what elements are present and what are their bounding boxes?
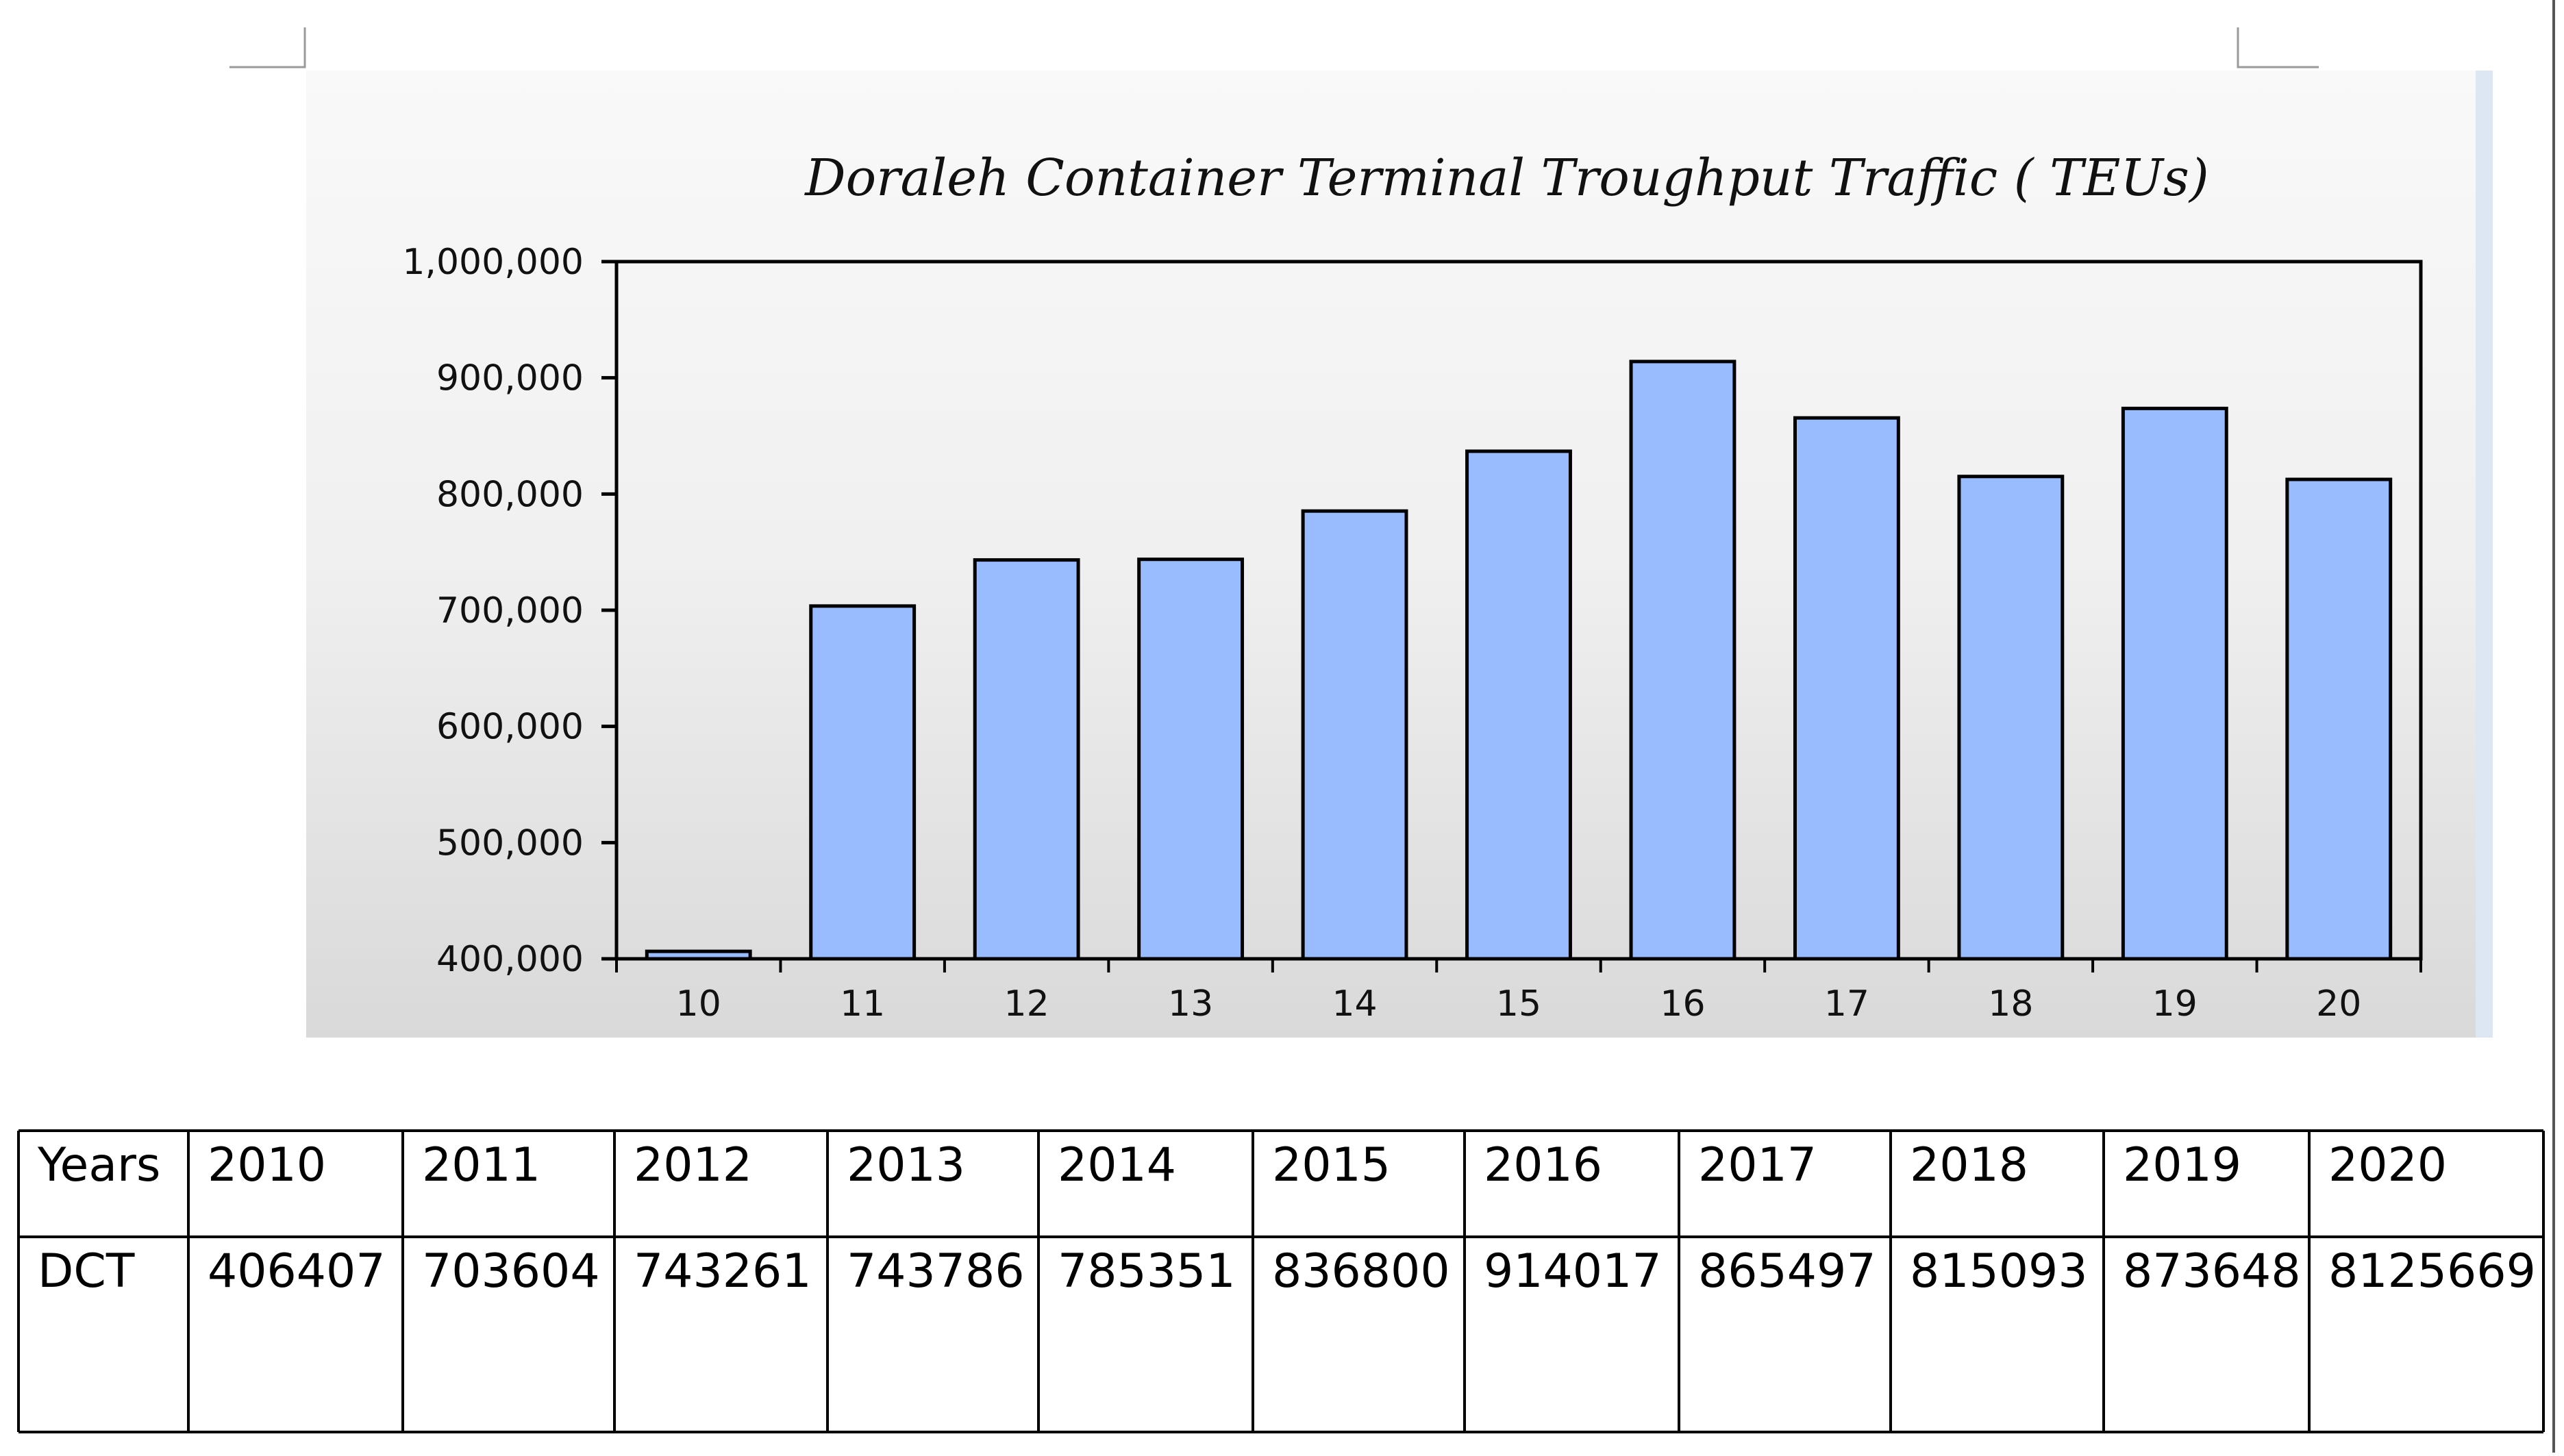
table-cell: 743786: [847, 1244, 1025, 1298]
x-tick-label: 10: [676, 983, 721, 1025]
y-tick-label: 500,000: [436, 823, 584, 864]
table-cell: 2011: [422, 1138, 540, 1192]
table-cell: 785351: [1058, 1244, 1236, 1298]
table-cell: 914017: [1484, 1244, 1662, 1298]
table-cell: 2014: [1058, 1138, 1176, 1192]
y-axis: 400,000 500,000 600,000 700,000 800,000 900,0…: [402, 242, 617, 980]
x-tick-label: 11: [840, 983, 885, 1025]
x-tick-label: 12: [1004, 983, 1049, 1025]
y-tick-label: 800,000: [436, 474, 584, 515]
table-cell: 2010: [208, 1138, 326, 1192]
y-tick-label: 700,000: [436, 590, 584, 631]
bar-11: [809, 604, 917, 961]
table-cell: Years: [37, 1138, 160, 1192]
table-cell: 703604: [422, 1244, 600, 1298]
x-tick-label: 20: [2316, 983, 2361, 1025]
plot-frame: [614, 260, 2423, 961]
table-cell: 2017: [1698, 1138, 1817, 1192]
table-cell: 2015: [1272, 1138, 1391, 1192]
table-cell: 2020: [2328, 1138, 2447, 1192]
bar-18: [1957, 475, 2065, 961]
table-cell: 873648: [2123, 1244, 2301, 1298]
bar-14: [1301, 509, 1408, 961]
bar-20: [2285, 477, 2393, 961]
table-cell: 406407: [208, 1244, 386, 1298]
x-tick-label: 14: [1332, 983, 1377, 1025]
table-cell: 836800: [1272, 1244, 1450, 1298]
x-tick-label: 13: [1168, 983, 1213, 1025]
bar-17: [1793, 416, 1900, 961]
table-cell: 2012: [634, 1138, 752, 1192]
chart-title: Doraleh Container Terminal Troughput Tra…: [804, 149, 2208, 208]
y-tick-label: 900,000: [436, 358, 584, 399]
bar-15: [1465, 449, 1572, 961]
table-cell: 2019: [2123, 1138, 2241, 1192]
table-cell: 2018: [1910, 1138, 2028, 1192]
table-cell: 865497: [1698, 1244, 1876, 1298]
bar-13: [1137, 557, 1245, 961]
y-tick-label: 600,000: [436, 707, 584, 748]
bar-19: [2121, 406, 2228, 961]
x-tick-label: 16: [1660, 983, 1705, 1025]
table-cell: 743261: [634, 1244, 812, 1298]
bar-12: [973, 558, 1080, 961]
table-cell: 2013: [847, 1138, 965, 1192]
y-tick-label: 400,000: [436, 939, 584, 980]
y-tick-label: 1,000,000: [402, 242, 584, 283]
x-tick-label: 18: [1988, 983, 2033, 1025]
chart-right-border: [2476, 71, 2493, 1038]
x-tick-label: 17: [1824, 983, 1869, 1025]
table-cell: 8125669: [2328, 1244, 2536, 1298]
x-tick-label: 19: [2152, 983, 2198, 1025]
bar-16: [1629, 360, 1737, 961]
crop-marks: [229, 27, 2319, 68]
bars: [645, 360, 2393, 961]
x-tick-label: 15: [1496, 983, 1541, 1025]
data-table: Years 2010 2011 2012 2013 2014 2015 2016 2017 201…: [17, 1129, 2545, 1433]
table-cell: 815093: [1910, 1244, 2088, 1298]
table-cell: DCT: [38, 1244, 135, 1298]
table-cell: 2016: [1484, 1138, 1602, 1192]
x-axis: 10 11 12 13 14 15 16 17 18 19 20: [615, 959, 2422, 1025]
